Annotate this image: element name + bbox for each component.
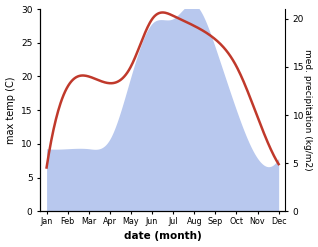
Y-axis label: max temp (C): max temp (C) <box>5 76 16 144</box>
X-axis label: date (month): date (month) <box>124 231 202 242</box>
Y-axis label: med. precipitation (kg/m2): med. precipitation (kg/m2) <box>303 49 313 171</box>
